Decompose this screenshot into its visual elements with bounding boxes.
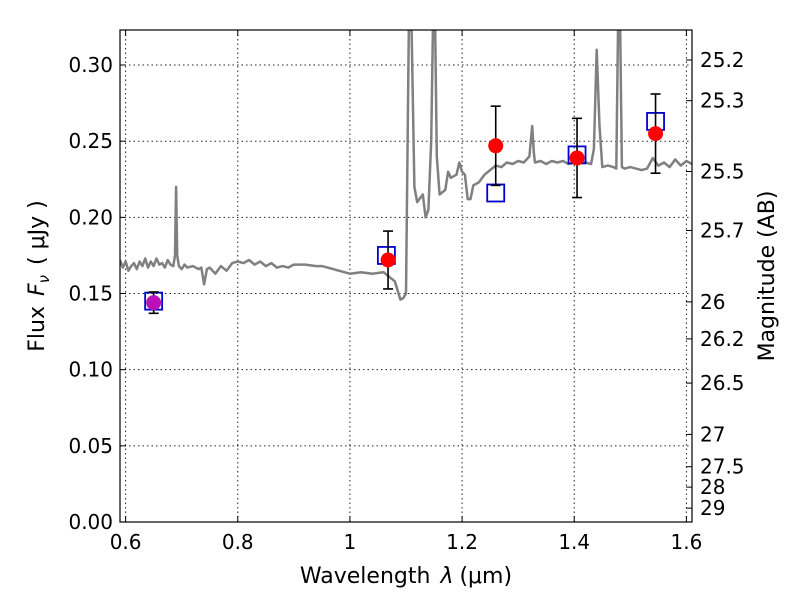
y2-tick-label: 25.3 bbox=[700, 89, 745, 113]
x-tick-label: 0.6 bbox=[110, 530, 142, 554]
y2-tick-label: 26 bbox=[700, 290, 725, 314]
y2-tick-label: 27.5 bbox=[700, 455, 745, 479]
spectrum-line bbox=[120, 30, 692, 301]
y-tick-label: 0.10 bbox=[68, 358, 113, 382]
x-tick-label: 0.8 bbox=[222, 530, 254, 554]
y-tick-label: 0.05 bbox=[68, 434, 113, 458]
x-tick-label: 1.6 bbox=[670, 530, 702, 554]
grid bbox=[120, 30, 692, 523]
y2-tick-label: 27 bbox=[700, 422, 725, 446]
y2-tick-label: 29 bbox=[700, 496, 725, 520]
x-axis-label: Wavelength λ (μm) bbox=[300, 564, 512, 589]
observed-point bbox=[569, 150, 585, 166]
y-tick-label: 0.30 bbox=[68, 53, 113, 77]
y-tick-label: 0.20 bbox=[68, 205, 113, 229]
x-tick-label: 1.2 bbox=[446, 530, 478, 554]
y-tick-label: 0.00 bbox=[68, 510, 113, 534]
data-layer bbox=[120, 30, 692, 315]
axis-ticks: 0.6 0.8 1 1.2 1.4 1.6 0.00 0.05 0.10 0.15 0.20 0.25… bbox=[68, 30, 745, 554]
y2-tick-label: 26.2 bbox=[700, 327, 745, 351]
y2-tick-label: 26.5 bbox=[700, 371, 745, 395]
y-tick-label: 0.25 bbox=[68, 129, 113, 153]
y-axis-label: FluxFν( μJy ) bbox=[25, 200, 53, 351]
y2-axis-label: Magnitude (AB) bbox=[755, 191, 780, 362]
y2-tick-label: 25.5 bbox=[700, 160, 745, 184]
observed-point bbox=[488, 138, 504, 154]
y-tick-label: 0.15 bbox=[68, 282, 113, 306]
y2-tick-label: 25.7 bbox=[700, 218, 745, 242]
x-tick-label: 1 bbox=[344, 530, 357, 554]
x-tick-label: 1.4 bbox=[558, 530, 590, 554]
plot-frame bbox=[119, 29, 693, 523]
observed-point bbox=[380, 252, 396, 268]
y2-tick-label: 25.2 bbox=[700, 48, 745, 72]
observed-point bbox=[648, 126, 664, 142]
y2-tick-label: 28 bbox=[700, 475, 725, 499]
observed-point bbox=[146, 295, 162, 311]
